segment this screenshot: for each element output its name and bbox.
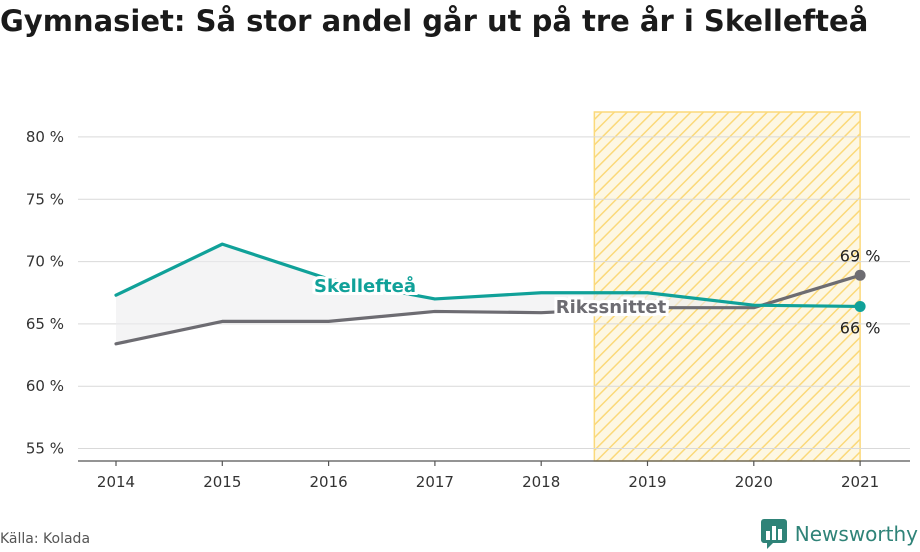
x-tick-label: 2017	[416, 473, 454, 491]
end-value-label: 69 %	[840, 246, 881, 265]
y-tick-label: 80 %	[26, 128, 64, 146]
y-tick-label: 55 %	[26, 440, 64, 458]
gap-area	[116, 244, 762, 344]
x-tick-label: 2019	[628, 473, 666, 491]
series-label: Skellefteå	[314, 275, 416, 297]
x-tick-label: 2018	[522, 473, 560, 491]
x-tick-label: 2016	[310, 473, 348, 491]
y-tick-label: 70 %	[26, 253, 64, 271]
x-tick-label: 2020	[735, 473, 773, 491]
end-value-label: 66 %	[840, 318, 881, 337]
x-tick-label: 2014	[97, 473, 135, 491]
y-tick-label: 65 %	[26, 315, 64, 333]
series-label: Rikssnittet	[556, 297, 667, 318]
x-tick-label: 2015	[203, 473, 241, 491]
chart-title: Gymnasiet: Så stor andel går ut på tre å…	[0, 4, 869, 38]
source-note: Källa: Kolada	[0, 531, 91, 547]
highlight-period	[593, 111, 861, 462]
data-point	[854, 300, 866, 312]
series-line	[114, 273, 862, 346]
y-tick-label: 60 %	[26, 377, 64, 395]
y-tick-label: 75 %	[26, 190, 64, 208]
brand[interactable]: Newsworthy	[760, 519, 918, 549]
x-tick-label: 2021	[841, 473, 879, 491]
data-point	[854, 269, 866, 281]
series-line	[114, 242, 862, 309]
newsworthy-logo-icon	[760, 519, 787, 549]
brand-name: Newsworthy	[794, 522, 918, 546]
